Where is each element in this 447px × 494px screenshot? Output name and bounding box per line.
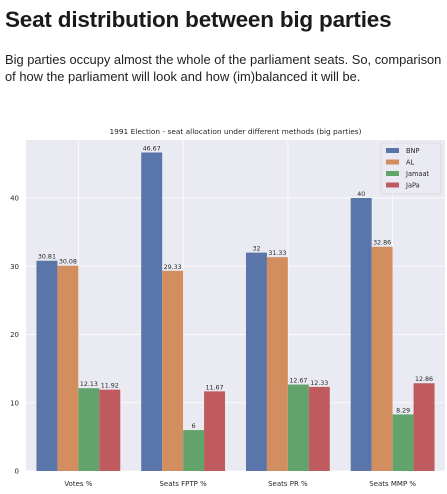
value-label-bnp-votes: 30.81 — [38, 254, 56, 261]
value-label-bnp-seats-mmp: 40 — [357, 191, 365, 198]
value-label-japa-seats-pr: 12.33 — [310, 380, 328, 387]
x-tick-label-votes: Votes % — [64, 480, 92, 488]
legend-swatch-al — [386, 159, 399, 165]
bar-japa-seats-mmp — [413, 383, 435, 471]
value-label-bnp-seats-pr: 32 — [252, 246, 260, 253]
legend-label-jamaat: Jamaat — [405, 170, 429, 178]
bars — [36, 152, 435, 472]
legend-swatch-jamaat — [386, 171, 399, 176]
bar-japa-votes — [99, 389, 121, 471]
value-label-jamaat-seats-pr: 12.67 — [289, 378, 307, 385]
y-tick-labels: 0 10 20 30 40 — [10, 195, 19, 476]
legend-box — [380, 142, 442, 195]
y-tick-label-10: 10 — [10, 399, 19, 407]
value-label-bnp-seats-fptp: 46.67 — [143, 145, 161, 152]
y-tick-label-40: 40 — [10, 195, 19, 203]
y-tick-label-0: 0 — [15, 468, 19, 476]
bar-al-votes — [57, 265, 79, 471]
bar-jamaat-votes — [78, 388, 100, 471]
bar-bnp-votes — [36, 260, 58, 471]
bar-jamaat-seats-fptp — [183, 430, 205, 471]
legend-swatch-japa — [386, 182, 399, 188]
value-label-jamaat-seats-fptp: 6 — [192, 423, 196, 430]
value-label-japa-seats-fptp: 11.67 — [206, 384, 224, 391]
bar-japa-seats-pr — [308, 386, 330, 471]
y-tick-label-30: 30 — [10, 263, 19, 271]
y-tick-label-20: 20 — [10, 331, 19, 339]
x-tick-label-seats-mmp: Seats MMP % — [369, 480, 416, 488]
bar-japa-seats-fptp — [204, 391, 226, 471]
legend: BNP AL Jamaat JaPa — [380, 142, 442, 195]
legend-label-al: AL — [406, 159, 415, 167]
value-label-al-votes: 30.08 — [59, 259, 77, 266]
legend-swatch-bnp — [386, 148, 399, 153]
x-tick-labels: Votes % Seats FPTP % Seats PR % Seats MMP % — [64, 480, 416, 488]
bar-bnp-seats-pr — [245, 252, 267, 471]
bar-jamaat-seats-pr — [287, 384, 309, 471]
bar-jamaat-seats-mmp — [392, 414, 414, 471]
value-label-japa-seats-mmp: 12.86 — [415, 376, 433, 383]
legend-label-japa: JaPa — [405, 182, 420, 190]
value-label-japa-votes: 11.92 — [101, 383, 119, 390]
value-label-al-seats-fptp: 29.33 — [164, 264, 182, 271]
x-tick-label-seats-fptp: Seats FPTP % — [159, 480, 207, 488]
article-heading: Seat distribution between big parties — [5, 7, 392, 32]
bar-bnp-seats-fptp — [141, 152, 163, 472]
value-label-al-seats-pr: 31.33 — [268, 250, 286, 257]
bar-al-seats-fptp — [162, 270, 184, 471]
article-intro: Big parties occupy almost the whole of t… — [5, 52, 442, 84]
value-label-jamaat-seats-mmp: 8.29 — [396, 407, 410, 414]
legend-label-bnp: BNP — [406, 147, 419, 155]
bar-al-seats-mmp — [371, 246, 393, 471]
bar-al-seats-pr — [266, 257, 288, 471]
value-label-al-seats-mmp: 32.86 — [373, 240, 391, 247]
x-tick-label-seats-pr: Seats PR % — [268, 480, 308, 488]
chart-title: 1991 Election - seat allocation under di… — [109, 127, 361, 136]
bar-bnp-seats-mmp — [350, 198, 372, 471]
value-label-jamaat-votes: 12.13 — [80, 381, 98, 388]
